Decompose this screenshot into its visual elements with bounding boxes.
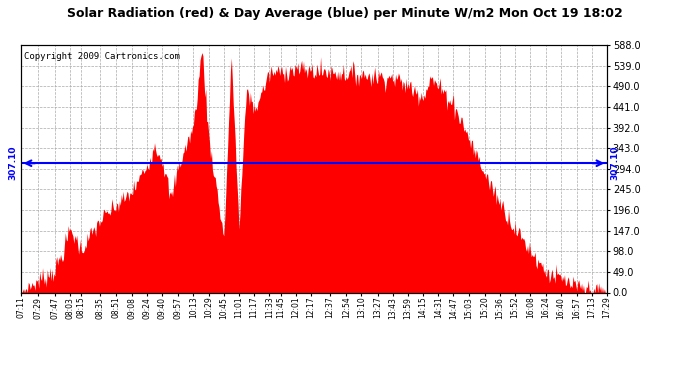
- Text: 307.10: 307.10: [610, 146, 619, 180]
- Text: Solar Radiation (red) & Day Average (blue) per Minute W/m2 Mon Oct 19 18:02: Solar Radiation (red) & Day Average (blu…: [67, 8, 623, 21]
- Text: 307.10: 307.10: [9, 146, 18, 180]
- Text: Copyright 2009 Cartronics.com: Copyright 2009 Cartronics.com: [23, 53, 179, 62]
